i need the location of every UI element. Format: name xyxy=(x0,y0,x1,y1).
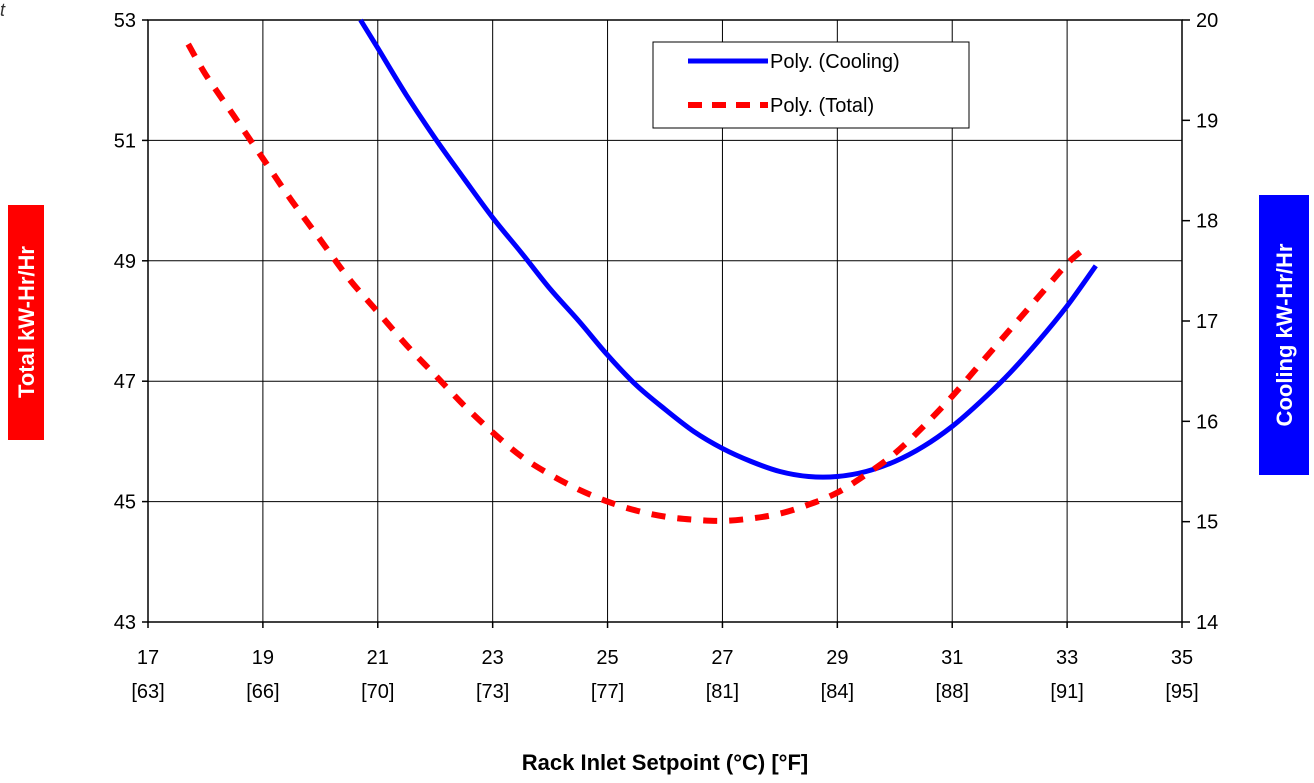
corner-text: t xyxy=(0,0,6,20)
right-axis-title-group: Cooling kW-Hr/Hr xyxy=(1259,195,1309,475)
left-tick-label: 45 xyxy=(114,492,136,514)
x-tick-label-f: [70] xyxy=(361,681,394,703)
x-tick-label-f: [63] xyxy=(131,681,164,703)
right-axis: 14 15 16 17 18 19 20 xyxy=(1182,10,1218,634)
series-layer xyxy=(185,18,1098,524)
left-tick-label: 53 xyxy=(114,10,136,32)
x-tick-label-c: 33 xyxy=(1056,647,1078,669)
x-tick-label-f: [73] xyxy=(476,681,509,703)
x-tick-label-c: 31 xyxy=(941,647,963,669)
left-axis: 43 45 47 49 51 53 xyxy=(114,10,148,634)
x-tick-label-f: [66] xyxy=(246,681,279,703)
right-tick-label: 15 xyxy=(1196,512,1218,534)
x-tick-label-f: [84] xyxy=(821,681,854,703)
left-axis-title-group: Total kW-Hr/Hr xyxy=(8,205,44,440)
left-axis-title-bg xyxy=(8,205,44,440)
right-tick-label: 17 xyxy=(1196,311,1218,333)
x-tick-label-c: 17 xyxy=(137,647,159,669)
x-tick-label-f: [95] xyxy=(1165,681,1198,703)
x-tick-label-f: [81] xyxy=(706,681,739,703)
right-tick-label: 20 xyxy=(1196,10,1218,32)
right-tick-label: 19 xyxy=(1196,110,1218,132)
x-axis-title: Rack Inlet Setpoint (°C) [°F] xyxy=(522,750,808,775)
x-tick-label-c: 25 xyxy=(596,647,618,669)
x-tick-label-c: 29 xyxy=(826,647,848,669)
right-axis-title-bg xyxy=(1259,195,1309,475)
right-tick-label: 18 xyxy=(1196,211,1218,233)
left-tick-label: 43 xyxy=(114,612,136,634)
x-tick-label-c: 35 xyxy=(1171,647,1193,669)
x-tick-label-f: [77] xyxy=(591,681,624,703)
left-tick-label: 47 xyxy=(114,371,136,393)
x-tick-label-f: [91] xyxy=(1050,681,1083,703)
series-line-cooling xyxy=(358,18,1098,480)
x-tick-label-f: [88] xyxy=(936,681,969,703)
legend-label-total: Poly. (Total) xyxy=(770,95,874,117)
right-axis-title: Cooling kW-Hr/Hr xyxy=(1272,243,1297,426)
series-line-total xyxy=(185,42,1087,524)
x-tick-label-c: 27 xyxy=(711,647,733,669)
left-axis-title: Total kW-Hr/Hr xyxy=(14,246,39,398)
right-tick-label: 14 xyxy=(1196,612,1218,634)
x-axis: 17 [63] 19 [66] 21 [70] 23 [73] 25 [77] 27 [81] 29 [8… xyxy=(131,622,1199,703)
left-tick-label: 51 xyxy=(114,130,136,152)
legend: Poly. (Cooling) Poly. (Total) xyxy=(652,41,970,129)
left-tick-label: 49 xyxy=(114,251,136,273)
right-tick-label: 16 xyxy=(1196,411,1218,433)
x-tick-label-c: 19 xyxy=(252,647,274,669)
x-tick-label-c: 23 xyxy=(482,647,504,669)
legend-label-cooling: Poly. (Cooling) xyxy=(770,51,900,73)
legend-box xyxy=(652,41,970,129)
x-tick-label-c: 21 xyxy=(367,647,389,669)
